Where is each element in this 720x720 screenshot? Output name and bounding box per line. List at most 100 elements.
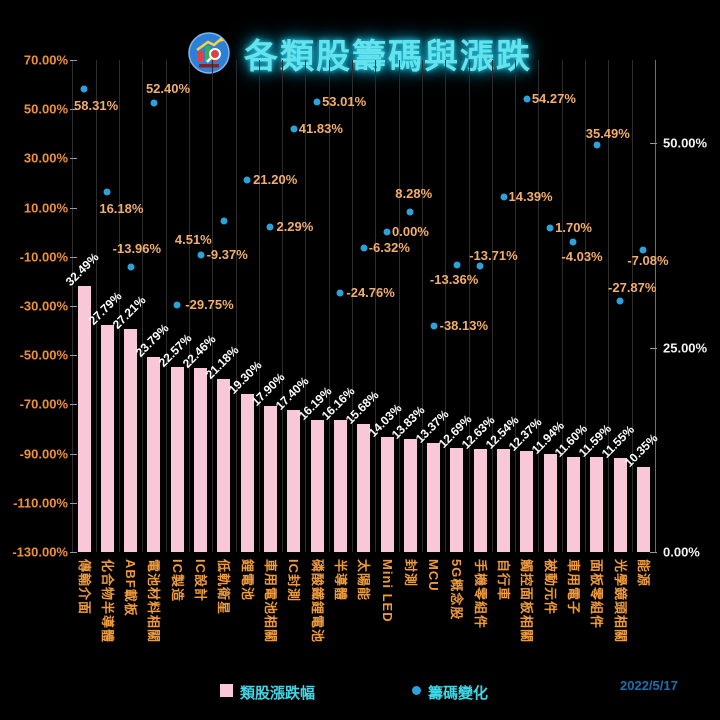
legend-bar-swatch — [220, 684, 233, 697]
scatter-value-label: -9.37% — [206, 247, 248, 263]
bar-6 — [217, 378, 231, 552]
gridline-vertical — [142, 60, 144, 552]
category-label-11: 半導體 — [332, 559, 348, 602]
right-axis-tick-label: 0.00% — [663, 544, 700, 560]
gridline-vertical — [282, 60, 284, 552]
gridline-vertical — [631, 60, 633, 552]
bar-9 — [287, 409, 301, 552]
left-axis-tick-label: -130.00% — [12, 544, 68, 560]
scatter-value-label: 41.83% — [298, 121, 343, 137]
scatter-dot-11 — [336, 289, 344, 297]
right-axis-tick-mark — [650, 143, 657, 145]
scatter-value-label: -38.13% — [439, 317, 489, 333]
category-label-24: 能源 — [635, 559, 651, 588]
left-axis-tick-label: -70.00% — [19, 396, 68, 412]
legend-dot-swatch — [412, 686, 421, 695]
scatter-dot-14 — [406, 208, 414, 216]
legend-bar-label: 類股漲跌幅 — [240, 685, 316, 702]
chart-header: 各類股籌碼與漲跌 — [0, 18, 720, 88]
left-axis-tick-mark — [70, 256, 78, 258]
gridline-vertical — [468, 60, 470, 552]
bar-7 — [240, 394, 254, 552]
category-label-2: ABF載板 — [123, 559, 139, 617]
bar-14 — [403, 438, 417, 552]
gridline-vertical — [165, 60, 167, 552]
scatter-dot-23 — [616, 297, 624, 305]
scatter-dot-21 — [569, 238, 577, 246]
gridline-vertical — [515, 60, 517, 552]
scatter-value-label: -29.75% — [185, 297, 234, 313]
scatter-value-label: 58.31% — [74, 97, 119, 113]
right-axis-spine — [655, 60, 656, 552]
scatter-dot-10 — [313, 98, 321, 106]
category-label-10: 磷酸鐵鋰電池 — [309, 559, 325, 644]
bar-17 — [473, 448, 487, 552]
gridline-vertical — [235, 60, 237, 552]
left-axis-tick-mark — [70, 60, 78, 61]
scatter-value-label: 52.40% — [145, 81, 191, 97]
scatter-value-label: 16.18% — [99, 201, 144, 217]
left-axis-tick-mark — [70, 502, 78, 504]
scatter-dot-1 — [103, 188, 111, 196]
scatter-dot-19 — [523, 95, 531, 103]
bar-8 — [263, 405, 277, 552]
bar-0 — [77, 286, 91, 552]
bar-22 — [590, 457, 604, 552]
gridline-vertical — [561, 60, 563, 552]
category-label-6: 低軌衛星 — [216, 559, 232, 616]
left-axis-tick-label: -10.00% — [19, 249, 68, 265]
logo-icon — [188, 32, 230, 74]
right-axis-tick-mark — [650, 552, 657, 553]
gridline-vertical — [212, 60, 214, 552]
left-axis-tick-label: -110.00% — [13, 495, 68, 511]
scatter-value-label: 21.20% — [253, 172, 298, 188]
scatter-value-label: 35.49% — [585, 125, 630, 141]
scatter-dot-24 — [639, 246, 647, 254]
bar-13 — [380, 437, 394, 552]
bar-21 — [566, 457, 580, 552]
category-label-22: 面板零組件 — [589, 559, 605, 630]
scatter-value-label: 2.29% — [276, 218, 314, 234]
scatter-value-label: 8.28% — [395, 185, 433, 201]
bar-24 — [636, 467, 650, 552]
legend-dot-label: 籌碼變化 — [428, 685, 489, 702]
bar-5 — [194, 368, 208, 552]
scatter-value-label: 53.01% — [322, 93, 367, 109]
right-axis-tick-label: 50.00% — [663, 135, 708, 151]
left-axis-tick-mark — [70, 453, 78, 455]
scatter-value-label: -7.08% — [627, 252, 669, 268]
scatter-dot-20 — [546, 224, 554, 232]
category-label-7: 鋰電池 — [239, 559, 255, 602]
category-label-12: 太陽能 — [356, 559, 372, 602]
bar-2 — [124, 329, 138, 552]
left-axis-tick-mark — [70, 158, 78, 160]
gridline-vertical — [421, 60, 423, 552]
gridline-vertical — [585, 60, 587, 552]
scatter-dot-16 — [453, 261, 461, 269]
scatter-dot-18 — [500, 193, 508, 201]
scatter-value-label: -13.71% — [469, 247, 518, 263]
scatter-dot-5 — [197, 251, 205, 259]
category-label-19: 觸控面板相關 — [519, 559, 535, 644]
gridline-vertical — [258, 60, 260, 552]
gridline-vertical — [538, 60, 540, 552]
bar-19 — [520, 450, 534, 552]
scatter-value-label: -4.03% — [561, 249, 603, 265]
scatter-dot-9 — [290, 125, 298, 133]
scatter-dot-17 — [476, 262, 484, 270]
scatter-value-label: 54.27% — [531, 90, 576, 106]
bar-11 — [333, 419, 347, 552]
left-axis-tick-label: -30.00% — [19, 298, 68, 314]
page-title: 各類股籌碼與漲跌 — [244, 37, 532, 76]
category-label-16: 5G概念股 — [449, 559, 465, 621]
left-axis-tick-mark — [70, 552, 78, 553]
scatter-value-label: -27.87% — [608, 279, 657, 295]
left-axis-tick-label: 30.00% — [23, 150, 68, 166]
left-axis-tick-label: 70.00% — [23, 52, 68, 68]
category-label-13: Mini LED — [379, 559, 395, 623]
gridline-vertical — [328, 60, 330, 552]
scatter-dot-22 — [593, 141, 601, 149]
scatter-value-label: -13.96% — [112, 240, 162, 256]
category-label-3: 電池材料相關 — [146, 559, 162, 644]
